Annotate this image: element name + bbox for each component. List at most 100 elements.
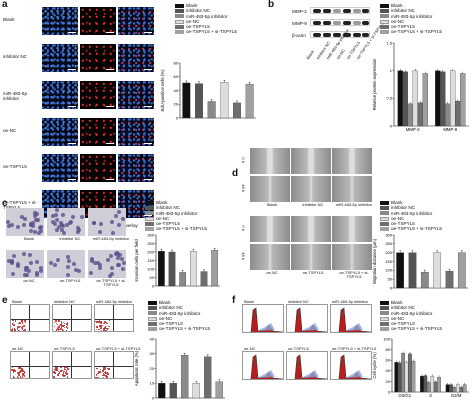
blot-label-mmp9: MMP-9 <box>292 21 307 26</box>
time-label-0h: 0 h <box>240 157 246 163</box>
scale-bar <box>106 32 114 33</box>
legend-c: Blank inhibitor NC miR-483-5p inhibitor … <box>145 200 207 232</box>
x-tick-label: MMP-9 <box>443 127 457 132</box>
bar <box>402 71 408 127</box>
wound-label: Blank <box>266 202 277 207</box>
wound-image-48h <box>291 244 331 270</box>
micrograph-edu <box>80 7 116 35</box>
flow-plot <box>94 304 134 332</box>
row-label: Blank <box>3 17 15 22</box>
cycle-label: miR-483-5p inhibitor <box>332 299 369 304</box>
scale-bar <box>106 106 114 107</box>
micrograph-edu <box>80 118 116 146</box>
bar <box>211 250 219 287</box>
cell-cycle-histogram <box>330 304 372 333</box>
panel-label-f: f <box>232 295 236 306</box>
wound-image-0h <box>291 148 331 174</box>
legend-f: Blank inhibitor NC miR-483-5p inhibitor … <box>380 300 442 332</box>
transwell-label: oe-NC <box>23 278 35 283</box>
row-label: oe-TSPYL5 <box>3 164 27 169</box>
cell-cycle-histogram <box>286 304 328 333</box>
transwell-image <box>6 250 44 278</box>
lane-label: Blank <box>305 49 316 61</box>
time-label-48h: 48 h <box>241 184 247 193</box>
bar <box>445 384 450 393</box>
chart-d: 0 50 100 150 200 250 300 Migration distance (µm… <box>372 232 468 290</box>
y-tick-label: 50 <box>388 277 393 282</box>
y-tick-label: 0 <box>388 389 391 394</box>
y-tick-label: 40 <box>386 368 391 373</box>
micrograph-overlay <box>118 7 154 35</box>
scale-bar <box>68 179 76 180</box>
bar <box>430 375 435 393</box>
bar <box>462 384 467 393</box>
micrograph-edu <box>80 154 116 182</box>
wound-image-48h <box>291 176 331 202</box>
y-tick-label: 20 <box>386 379 391 384</box>
scale-bar <box>144 32 152 33</box>
row-label: inhibitor NC <box>3 54 27 59</box>
transwell-label: miR-483-5p inhibitor <box>92 236 129 241</box>
panel-label-e: e <box>2 295 8 306</box>
y-tick-label: 10 <box>150 381 155 386</box>
bar <box>220 82 229 119</box>
legend-d: Blank inhibitor NC miR-483-5p inhibitor … <box>380 200 442 232</box>
bar <box>459 387 464 393</box>
wound-image-48h <box>250 244 290 270</box>
y-tick-label: 300 <box>385 232 392 237</box>
bar <box>450 70 456 127</box>
cycle-label: oe-TSPYL5 + si-TSPYL5 <box>332 346 377 351</box>
transwell-image <box>47 208 85 236</box>
y-tick-label: 1 <box>390 68 393 73</box>
blot-actin <box>310 31 370 38</box>
bar <box>207 101 216 119</box>
cycle-label: oe-TSPYL5 <box>288 346 309 351</box>
cycle-label: Blank <box>244 299 255 304</box>
scale-bar <box>68 32 76 33</box>
transwell-image <box>47 250 85 278</box>
micrograph-edu <box>80 81 116 109</box>
bar <box>423 375 428 393</box>
micrograph-hoechst <box>42 44 78 72</box>
y-tick-label: 50 <box>150 275 155 280</box>
bar <box>408 353 412 393</box>
blot-label-mmp2: MMP-2 <box>292 9 307 14</box>
wound-image-0h <box>332 148 372 174</box>
y-tick-label: 30 <box>150 351 155 356</box>
scale-bar <box>106 179 114 180</box>
y-tick-label: 20 <box>174 102 179 107</box>
bar <box>445 103 451 127</box>
transwell-label: Blank <box>23 236 34 241</box>
bar <box>401 353 405 393</box>
bar <box>422 73 428 127</box>
wound-label: oe-TSPYL5 <box>302 270 324 275</box>
chart-b: 0 0.5 1 1.5 Relative protein expression MMP-2… <box>372 40 469 132</box>
wound-image-0h <box>250 148 290 174</box>
bar <box>420 271 429 289</box>
micrograph-overlay <box>118 81 154 109</box>
scale-bar <box>144 69 152 70</box>
y-tick-label: 100 <box>385 268 392 273</box>
cell-cycle-histogram <box>330 351 372 380</box>
scale-bar <box>106 143 114 144</box>
y-tick-label: 300 <box>147 232 154 237</box>
panel-label-b: b <box>268 0 275 10</box>
flow-label: oe-NC <box>12 346 24 351</box>
flow-label: miR-483-5p inhibitor <box>96 299 133 304</box>
bar <box>404 362 409 393</box>
scale-bar <box>144 215 152 216</box>
bar <box>460 73 466 127</box>
y-tick-label: 0 <box>390 285 393 290</box>
chart-c: 0 50 100 150 200 250 300 Invasion cells per fie… <box>134 232 220 288</box>
y-tick-label: 1.5 <box>386 40 392 45</box>
flow-label: inhibitor NC <box>54 299 75 304</box>
bar <box>192 383 200 399</box>
bar <box>426 382 431 393</box>
chart-f: 0 20 40 60 80 100 Cell cycle (%) G0/G1 S G2/M <box>372 336 469 398</box>
legend-e: Blank inhibitor NC miR-483-5p inhibitor … <box>148 300 210 332</box>
bar <box>179 272 187 287</box>
bar <box>420 375 424 393</box>
wound-label: miR-483-5p inhibitor <box>335 202 372 207</box>
y-tick-label: 200 <box>385 250 392 255</box>
bar <box>397 70 403 127</box>
